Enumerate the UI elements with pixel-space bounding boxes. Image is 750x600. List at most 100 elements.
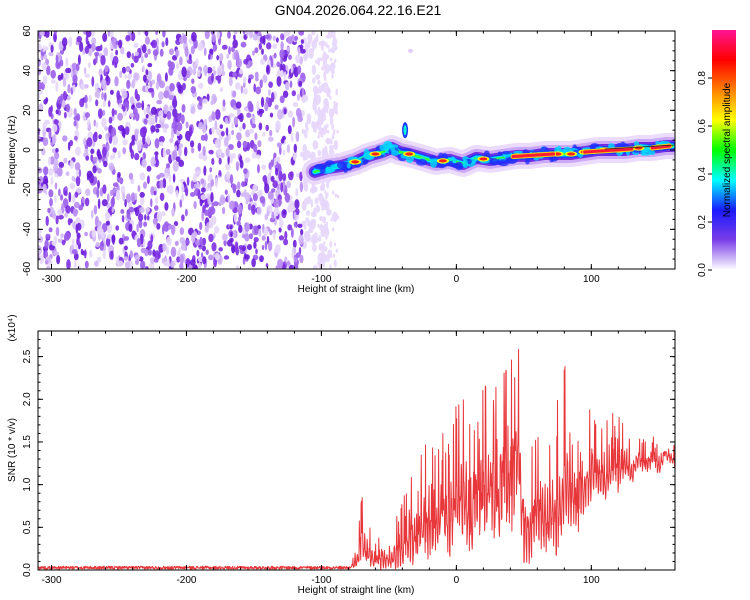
- noise-point: [240, 192, 246, 198]
- noise-point: [74, 191, 79, 198]
- noise-point: [331, 71, 334, 76]
- noise-point: [65, 57, 69, 67]
- noise-point: [272, 231, 276, 240]
- noise-point: [135, 102, 142, 109]
- noise-point: [102, 32, 108, 42]
- noise-point: [216, 65, 223, 76]
- noise-point: [101, 91, 105, 100]
- noise-point: [41, 147, 46, 156]
- spectrogram-x-label: Height of straight line (km): [298, 284, 415, 295]
- noise-point: [142, 64, 145, 73]
- colorbar-tick-label: 0.6: [697, 119, 708, 133]
- noise-point: [278, 227, 282, 233]
- noise-point: [72, 84, 76, 93]
- noise-point: [112, 188, 116, 194]
- noise-point: [122, 147, 126, 155]
- noise-point: [228, 200, 235, 210]
- noise-point: [124, 74, 128, 80]
- ridge-blob: [346, 162, 351, 169]
- noise-point: [287, 224, 293, 231]
- noise-point: [282, 209, 287, 215]
- noise-point: [57, 214, 64, 220]
- noise-point: [38, 167, 43, 174]
- noise-point: [235, 265, 240, 269]
- noise-point: [140, 55, 144, 64]
- noise-point: [336, 194, 340, 199]
- noise-point: [48, 51, 54, 57]
- noise-point: [152, 217, 158, 225]
- noise-point: [261, 245, 265, 250]
- noise-point: [134, 51, 139, 57]
- noise-point: [244, 192, 250, 202]
- noise-point: [48, 106, 53, 118]
- noise-point: [52, 133, 57, 145]
- noise-point: [298, 234, 304, 245]
- noise-point: [202, 237, 207, 246]
- noise-point: [141, 159, 147, 168]
- noise-point: [264, 183, 270, 194]
- noise-point: [156, 174, 161, 180]
- noise-point: [129, 112, 134, 118]
- noise-point: [179, 237, 185, 244]
- noise-point: [75, 63, 80, 72]
- noise-point: [153, 257, 159, 263]
- noise-point: [121, 127, 126, 138]
- noise-point: [169, 48, 174, 55]
- noise-point: [68, 191, 72, 203]
- noise-point: [147, 240, 153, 250]
- noise-point: [167, 225, 174, 230]
- noise-point: [131, 139, 135, 146]
- noise-point: [100, 55, 106, 66]
- noise-point: [45, 233, 51, 239]
- noise-point: [222, 99, 226, 108]
- noise-point: [172, 160, 179, 172]
- noise-point: [268, 136, 274, 142]
- noise-point: [102, 109, 106, 116]
- noise-point: [216, 31, 220, 40]
- noise-point: [335, 102, 339, 107]
- noise-point: [228, 76, 233, 87]
- noise-point: [217, 148, 223, 156]
- noise-point: [109, 31, 114, 38]
- noise-point: [302, 143, 308, 155]
- noise-point: [278, 170, 283, 182]
- noise-point: [49, 198, 53, 207]
- noise-point: [264, 240, 268, 251]
- noise-point: [195, 169, 201, 176]
- noise-point: [145, 209, 149, 215]
- noise-point: [213, 70, 217, 75]
- noise-point: [291, 90, 296, 97]
- noise-point: [253, 237, 259, 243]
- noise-point: [322, 218, 325, 223]
- colorbar-tick-label: 0.4: [697, 167, 708, 181]
- noise-point: [290, 65, 294, 74]
- noise-point: [246, 112, 252, 118]
- noise-point: [57, 74, 62, 81]
- noise-point: [334, 193, 338, 198]
- noise-point: [229, 174, 234, 185]
- snr-line: [38, 348, 675, 570]
- noise-point: [276, 37, 279, 43]
- noise-point: [317, 123, 320, 128]
- noise-point: [97, 221, 101, 229]
- noise-point: [236, 181, 241, 190]
- ridge-blob: [379, 144, 388, 151]
- noise-point: [278, 210, 283, 222]
- noise-point: [320, 41, 323, 46]
- noise-point: [284, 230, 288, 240]
- noise-point: [152, 249, 156, 257]
- noise-point: [162, 224, 165, 235]
- noise-point: [131, 230, 136, 239]
- noise-point: [262, 131, 266, 137]
- noise-point: [220, 152, 225, 158]
- noise-point: [64, 212, 68, 218]
- noise-point: [55, 109, 59, 115]
- noise-point: [121, 90, 128, 99]
- noise-point: [193, 173, 197, 183]
- noise-point: [279, 95, 285, 104]
- noise-point: [80, 82, 85, 91]
- noise-point: [236, 189, 241, 198]
- noise-point: [273, 207, 280, 217]
- ridge-spike: [407, 48, 413, 53]
- signal-ridge: [301, 48, 675, 185]
